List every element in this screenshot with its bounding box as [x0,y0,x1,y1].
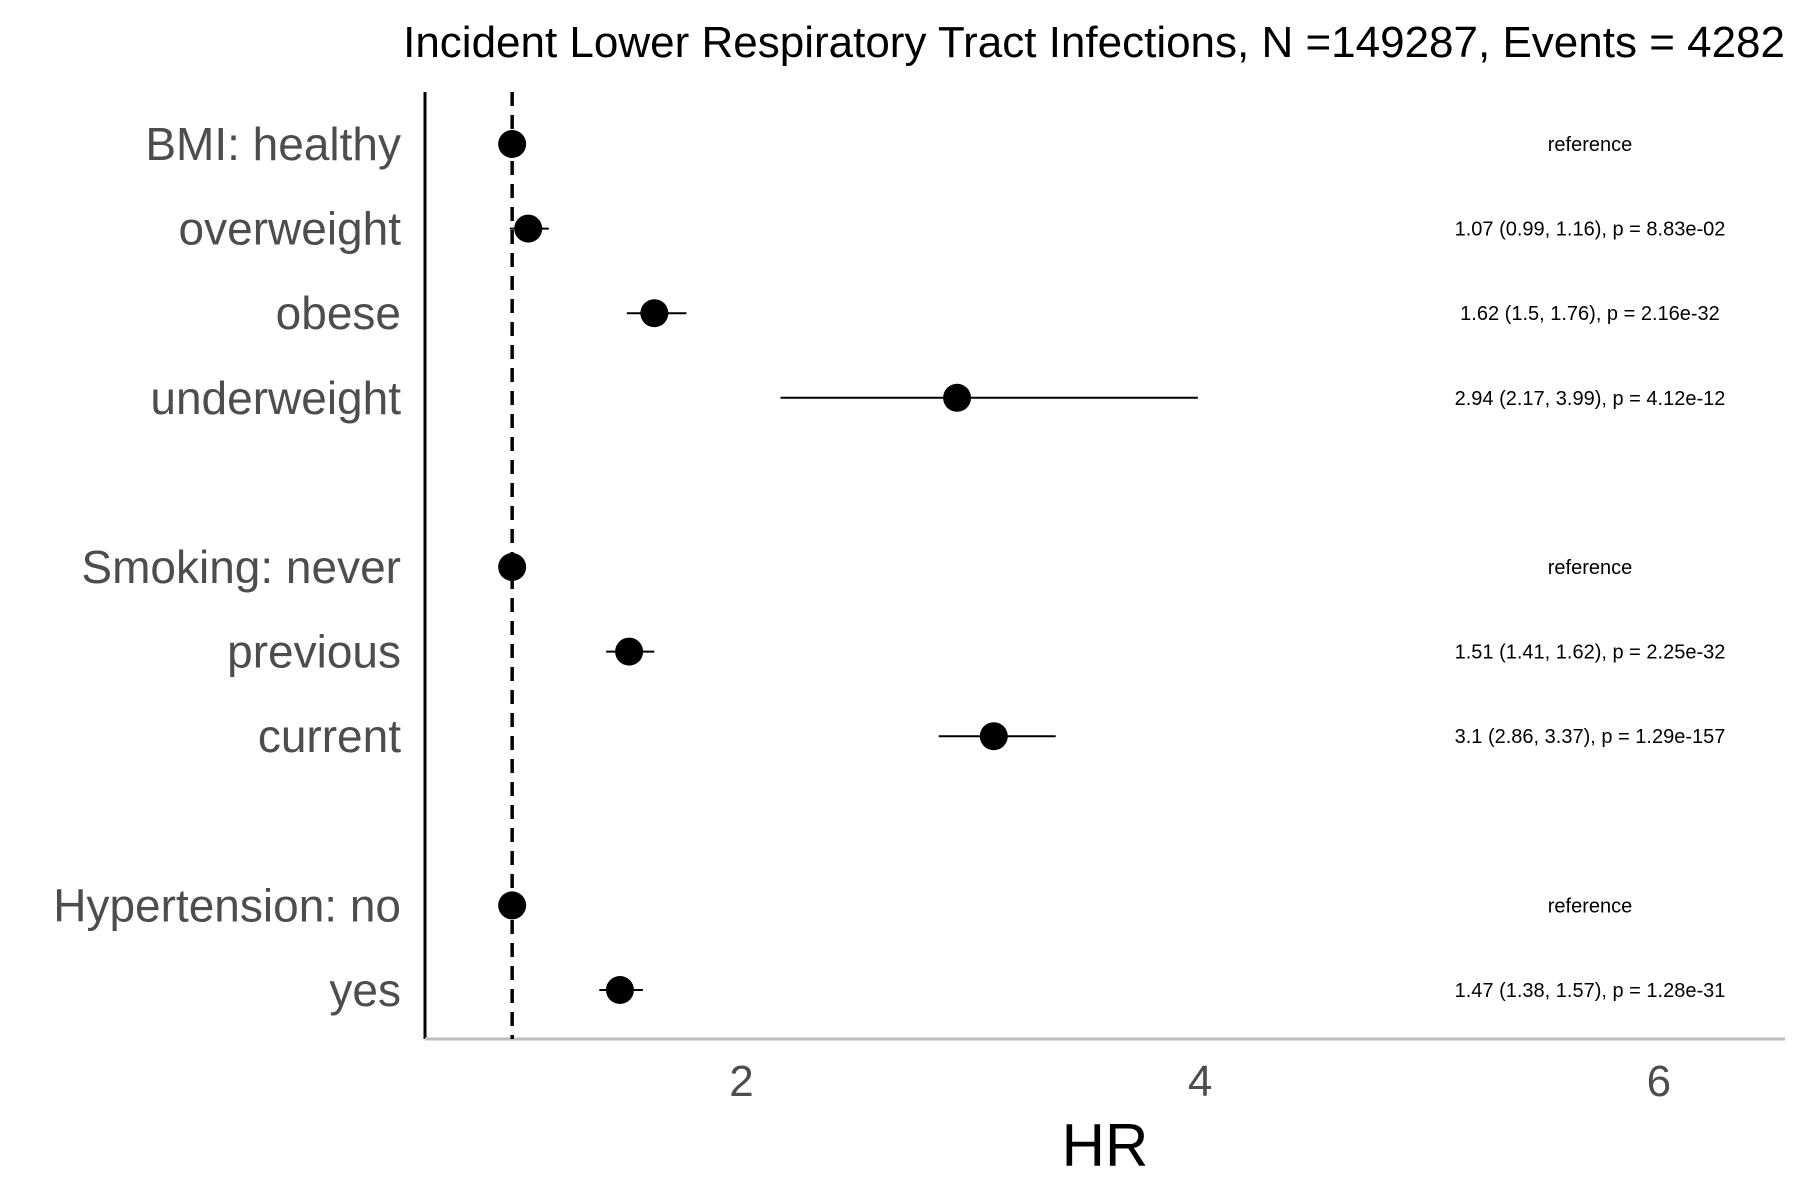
hr-point [498,553,527,581]
y-tick-label: previous [227,626,401,678]
hr-annotation: 3.1 (2.86, 3.37), p = 1.29e-157 [1455,726,1726,748]
x-tick-label: 6 [1647,1057,1671,1106]
y-tick-label: Smoking: never [81,541,401,593]
x-tick-label: 4 [1188,1057,1212,1106]
hr-annotation: 1.07 (0.99, 1.16), p = 8.83e-02 [1455,219,1726,241]
hr-point [979,722,1008,751]
hr-annotation: reference [1548,557,1633,579]
y-tick-label: Hypertension: no [53,879,401,931]
x-axis-label: HR [1062,1112,1149,1179]
y-tick-label: underweight [150,372,401,424]
x-axis-ticks: 2 4 6 [729,1057,1671,1106]
hr-point [615,637,644,666]
hr-annotation: reference [1548,134,1633,156]
y-tick-label: current [258,710,401,762]
y-tick-label: yes [329,964,401,1016]
chart-title: Incident Lower Respiratory Tract Infecti… [403,18,1785,67]
hr-annotation: 1.47 (1.38, 1.57), p = 1.28e-31 [1455,980,1726,1002]
y-tick-label: obese [276,287,401,339]
hr-point [640,299,669,328]
y-tick-label: BMI: healthy [145,118,401,170]
hr-annotation: 2.94 (2.17, 3.99), p = 4.12e-12 [1455,388,1726,410]
x-tick-label: 2 [729,1057,753,1106]
hr-point [498,891,527,920]
y-tick-label: overweight [179,203,402,255]
plot-marks: BMI: healthy reference overweight 1.07 (0.9… [53,118,1725,1016]
hr-annotation: 1.62 (1.5, 1.76), p = 2.16e-32 [1460,303,1720,325]
hr-point [514,214,543,243]
hr-point [498,130,527,158]
hr-annotation: 1.51 (1.41, 1.62), p = 2.25e-32 [1455,642,1726,664]
hr-annotation: reference [1548,895,1633,917]
hr-point [943,383,972,412]
hr-point [605,976,634,1004]
